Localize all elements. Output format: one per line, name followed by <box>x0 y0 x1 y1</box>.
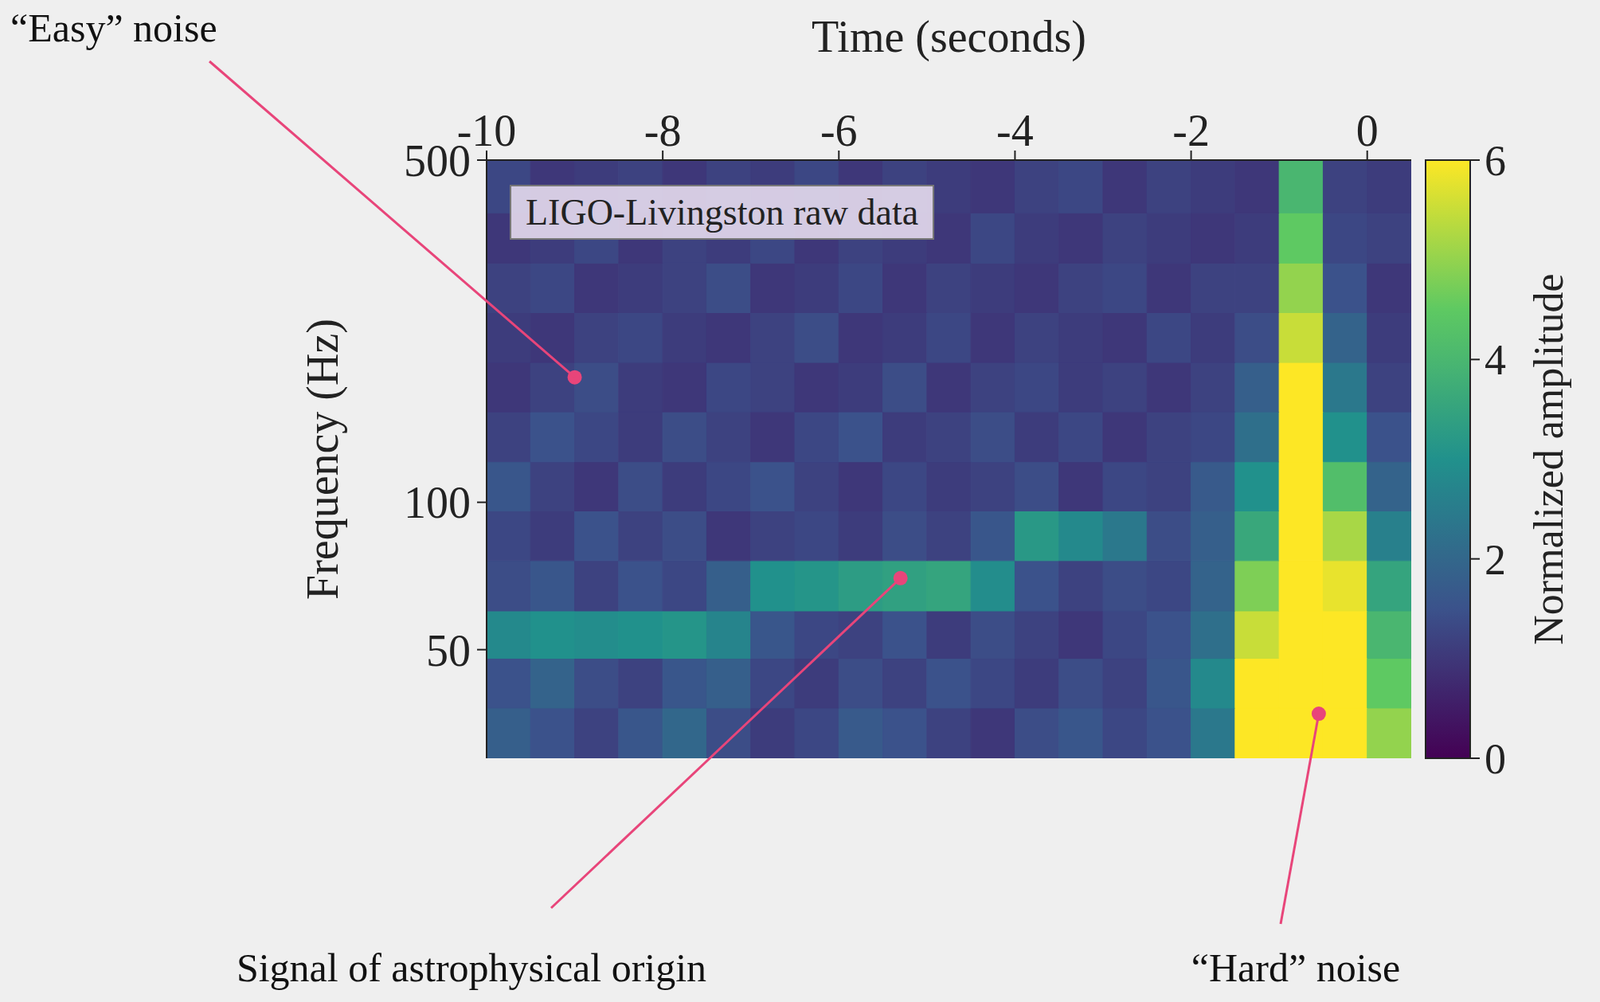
svg-text:500: 500 <box>403 136 471 186</box>
svg-text:0: 0 <box>1356 105 1379 156</box>
svg-text:6: 6 <box>1484 136 1507 185</box>
svg-text:4: 4 <box>1484 336 1507 384</box>
svg-text:-6: -6 <box>820 105 858 156</box>
svg-text:-2: -2 <box>1172 105 1210 156</box>
svg-text:2: 2 <box>1484 535 1507 584</box>
svg-text:-8: -8 <box>644 105 682 156</box>
svg-text:Normalized amplitude: Normalized amplitude <box>1525 273 1572 645</box>
svg-text:Signal of astrophysical origin: Signal of astrophysical origin <box>236 945 707 990</box>
svg-text:Frequency (Hz): Frequency (Hz) <box>297 318 349 600</box>
svg-text:-10: -10 <box>456 105 517 156</box>
html-text:LIGO-Livingston raw data: LIGO-Livingston raw data <box>525 191 919 233</box>
svg-text:0: 0 <box>1484 735 1507 783</box>
svg-text:Time (seconds): Time (seconds) <box>811 11 1087 63</box>
svg-text:“Easy” noise: “Easy” noise <box>10 5 218 51</box>
svg-text:-4: -4 <box>996 105 1034 156</box>
svg-text:100: 100 <box>403 477 471 528</box>
svg-text:50: 50 <box>426 625 471 676</box>
svg-text:“Hard” noise: “Hard” noise <box>1191 945 1401 990</box>
